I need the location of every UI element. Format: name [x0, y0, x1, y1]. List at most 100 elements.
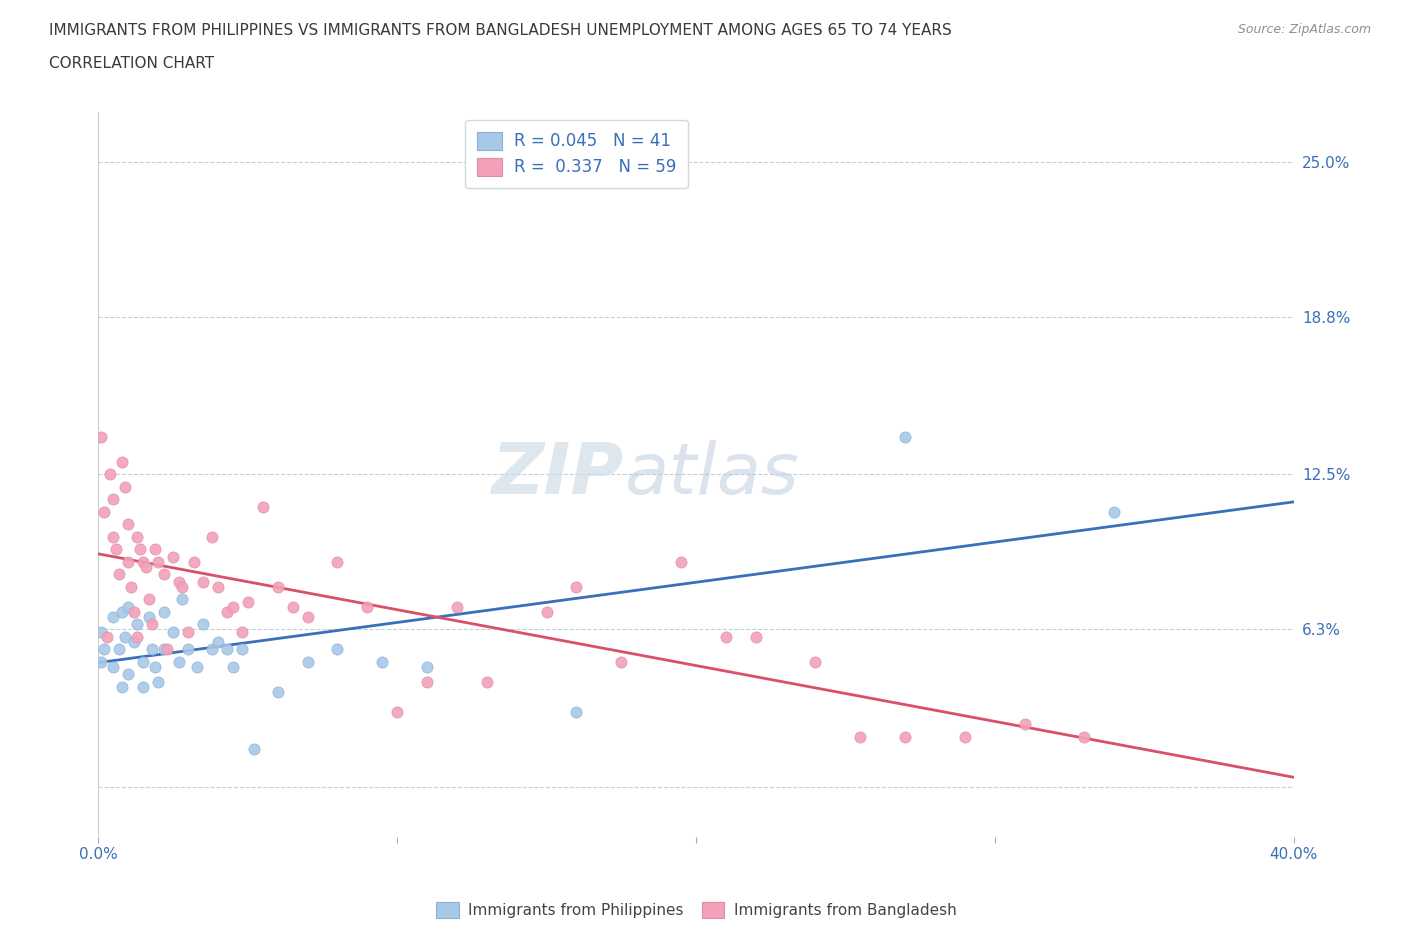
Point [127, 630, 149, 644]
Point [236, 594, 259, 609]
Point [475, 674, 498, 689]
Point [297, 655, 319, 670]
Point [162, 550, 184, 565]
Point [207, 579, 229, 594]
Point [745, 630, 768, 644]
Text: CORRELATION CHART: CORRELATION CHART [49, 56, 214, 71]
Point [127, 617, 149, 631]
Point [141, 617, 163, 631]
Point [385, 705, 409, 720]
Point [143, 659, 166, 674]
Point [215, 604, 238, 619]
Point [231, 624, 253, 639]
Point [93, 504, 115, 519]
Point [371, 655, 394, 670]
Point [565, 579, 588, 594]
Point [153, 604, 176, 619]
Point [215, 642, 238, 657]
Point [114, 630, 136, 644]
Point [953, 729, 976, 744]
Point [103, 529, 125, 544]
Point [207, 634, 229, 649]
Point [326, 554, 349, 569]
Point [183, 554, 205, 569]
Point [894, 430, 917, 445]
Point [167, 655, 190, 670]
Point [156, 642, 179, 657]
Point [103, 659, 125, 674]
Point [191, 617, 214, 631]
Point [565, 705, 588, 720]
Point [326, 642, 349, 657]
Point [172, 579, 194, 594]
Point [222, 600, 245, 615]
Point [141, 642, 163, 657]
Point [103, 609, 125, 624]
Point [1073, 729, 1095, 744]
Point [177, 624, 200, 639]
Point [1104, 504, 1126, 519]
Text: ZIP: ZIP [492, 440, 624, 509]
Point [93, 642, 115, 657]
Point [416, 659, 439, 674]
Point [114, 479, 136, 494]
Point [153, 642, 176, 657]
Point [129, 542, 152, 557]
Point [201, 529, 224, 544]
Point [138, 609, 160, 624]
Point [105, 542, 128, 557]
Point [111, 680, 134, 695]
Point [117, 554, 139, 569]
Point [153, 567, 176, 582]
Point [267, 684, 290, 699]
Point [172, 591, 194, 606]
Point [135, 560, 157, 575]
Text: atlas: atlas [624, 440, 799, 509]
Point [132, 554, 155, 569]
Point [148, 674, 170, 689]
Point [894, 729, 917, 744]
Point [148, 554, 170, 569]
Point [610, 655, 633, 670]
Point [120, 579, 142, 594]
Point [143, 542, 166, 557]
Point [356, 600, 378, 615]
Point [281, 600, 304, 615]
Point [849, 729, 872, 744]
Point [191, 575, 214, 590]
Point [132, 655, 155, 670]
Point [446, 600, 468, 615]
Point [536, 604, 558, 619]
Point [231, 642, 253, 657]
Point [90, 430, 112, 445]
Text: IMMIGRANTS FROM PHILIPPINES VS IMMIGRANTS FROM BANGLADESH UNEMPLOYMENT AMONG AGE: IMMIGRANTS FROM PHILIPPINES VS IMMIGRANT… [49, 23, 952, 38]
Point [132, 680, 155, 695]
Point [96, 630, 118, 644]
Point [90, 655, 112, 670]
Point [416, 674, 439, 689]
Point [177, 642, 200, 657]
Point [103, 492, 125, 507]
Point [222, 659, 245, 674]
Point [111, 604, 134, 619]
Legend: Immigrants from Philippines, Immigrants from Bangladesh: Immigrants from Philippines, Immigrants … [429, 896, 963, 924]
Point [267, 579, 290, 594]
Point [297, 609, 319, 624]
Point [714, 630, 737, 644]
Point [98, 467, 122, 482]
Point [138, 591, 160, 606]
Point [1014, 717, 1036, 732]
Point [167, 575, 190, 590]
Point [669, 554, 692, 569]
Point [117, 667, 139, 682]
Point [804, 655, 827, 670]
Point [127, 529, 149, 544]
Point [108, 567, 131, 582]
Point [117, 600, 139, 615]
Point [201, 642, 224, 657]
Point [243, 742, 266, 757]
Point [124, 604, 146, 619]
Point [252, 499, 274, 514]
Point [162, 624, 184, 639]
Point [90, 624, 112, 639]
